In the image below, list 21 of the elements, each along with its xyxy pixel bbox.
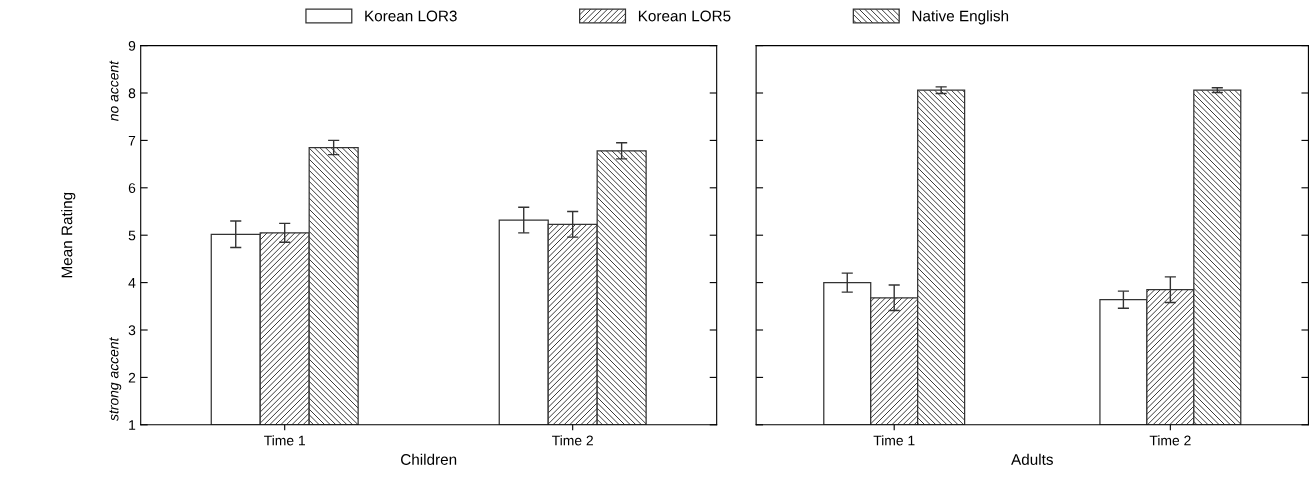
legend-label: Korean LOR5 xyxy=(638,10,731,22)
x-axis-title: Adults xyxy=(1011,453,1053,465)
x-tick-label: Time 2 xyxy=(1149,435,1191,446)
y-tick-label: 2 xyxy=(128,372,136,383)
y-tick-label: 8 xyxy=(128,88,136,99)
x-tick-label: Time 1 xyxy=(873,435,915,446)
text: strong accent xyxy=(109,337,122,421)
y-tick-label: 9 xyxy=(128,40,136,51)
text: no accent xyxy=(109,60,119,121)
x-axis-title: Children xyxy=(401,453,457,465)
legend-label: Native English xyxy=(912,10,1009,25)
x-tick-label: Time 1 xyxy=(264,435,305,446)
y-tick-label: 7 xyxy=(128,135,136,146)
y-tick-label: 4 xyxy=(128,278,136,288)
x-tick-label: Time 2 xyxy=(552,435,593,446)
y-axis-title: Mean Rating xyxy=(61,192,76,278)
y-tick-label: 5 xyxy=(128,230,136,241)
y-tick-label: 6 xyxy=(128,183,136,193)
legend-label: Korean LOR3 xyxy=(365,10,457,22)
y-tick-label: 3 xyxy=(128,325,136,336)
y-tick-label: 1 xyxy=(129,420,136,430)
